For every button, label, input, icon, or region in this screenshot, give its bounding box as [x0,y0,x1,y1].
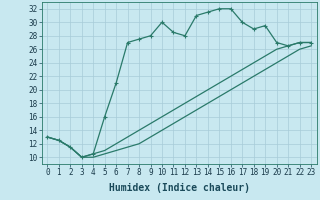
X-axis label: Humidex (Indice chaleur): Humidex (Indice chaleur) [109,183,250,193]
